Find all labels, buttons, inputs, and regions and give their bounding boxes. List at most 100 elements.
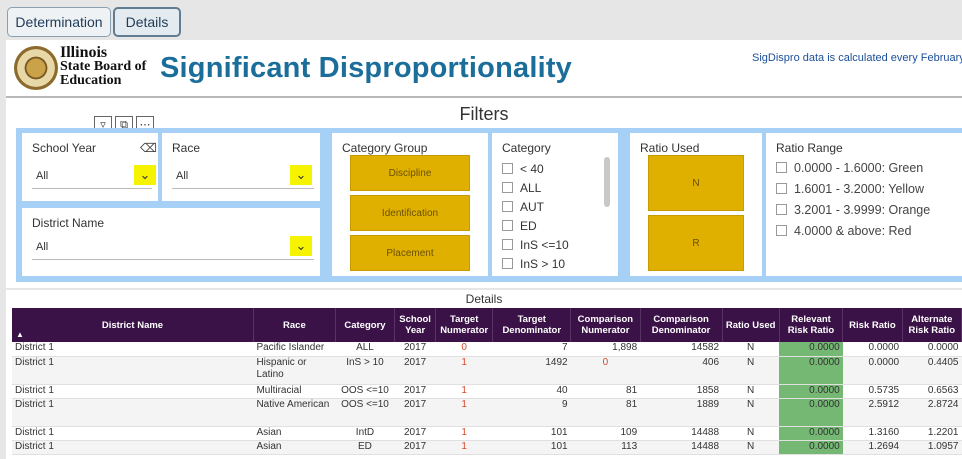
column-header[interactable]: School Year	[394, 308, 437, 342]
table-cell: N	[722, 342, 780, 357]
column-header[interactable]: Comparison Numerator	[570, 308, 641, 342]
column-header[interactable]: Ratio Used	[722, 308, 780, 342]
ratio-range-option[interactable]: 1.6001 - 3.2000: Yellow	[776, 178, 930, 199]
table-row[interactable]: District 1 Pacific Islander ALL 2017 0 7 1,898…	[12, 342, 962, 357]
table-cell: 1	[435, 356, 493, 385]
school-year-value: All	[36, 170, 49, 182]
race-dropdown[interactable]: All ⌄	[172, 163, 314, 189]
checkbox[interactable]	[776, 204, 787, 215]
category-scrollbar[interactable]	[604, 157, 610, 207]
table-cell: District 1	[12, 384, 254, 399]
table-body: District 1 Pacific Islander ALL 2017 0 7 1,898…	[12, 342, 962, 455]
district-name-label: District Name	[32, 216, 105, 230]
column-header[interactable]: Risk Ratio	[842, 308, 903, 342]
ratio-n-button[interactable]: N	[648, 155, 744, 211]
chevron-down-icon[interactable]: ⌄	[290, 165, 312, 185]
chevron-down-icon[interactable]: ⌄	[134, 165, 156, 185]
table-cell: 1.2694	[842, 440, 903, 455]
checkbox[interactable]	[502, 258, 513, 269]
checkbox[interactable]	[776, 183, 787, 194]
table-cell: 0.0000	[779, 440, 843, 455]
ratio-r-button[interactable]: R	[648, 215, 744, 271]
table-row[interactable]: District 1 Hispanic or Latino InS > 10 2017…	[12, 356, 962, 385]
table-cell: 2.5912	[842, 398, 903, 427]
category-option[interactable]: < 40	[502, 159, 569, 178]
slicer-frame: School Year ⌫ All ⌄ Race All ⌄ District …	[16, 128, 962, 282]
table-cell: 9	[492, 398, 571, 427]
ratio-range-option-label: 0.0000 - 1.6000: Green	[794, 160, 924, 175]
column-header[interactable]: Relevant Risk Ratio	[779, 308, 844, 342]
ratio-range-option[interactable]: 0.0000 - 1.6000: Green	[776, 157, 930, 178]
category-option[interactable]: ALL	[502, 178, 569, 197]
category-slicer: Category < 40 ALL AUT ED InS <=10 InS > …	[492, 133, 618, 276]
ratio-range-option[interactable]: 3.2001 - 3.9999: Orange	[776, 199, 930, 220]
category-option[interactable]: InS <=10	[502, 235, 569, 254]
checkbox[interactable]	[502, 220, 513, 231]
sort-ascending-icon[interactable]: ▲	[16, 330, 24, 339]
table-row[interactable]: District 1 Native American OOS <=10 2017 1 9 8…	[12, 398, 962, 427]
table-cell: 1858	[640, 384, 723, 399]
table-cell: N	[722, 440, 780, 455]
ratio-range-option[interactable]: 4.0000 & above: Red	[776, 220, 930, 241]
calculation-note: SigDispro data is calculated every Febru…	[752, 52, 962, 64]
category-option[interactable]: AUT	[502, 197, 569, 216]
table-cell: 0.5735	[842, 384, 903, 399]
district-name-dropdown[interactable]: All ⌄	[32, 234, 314, 260]
table-cell: 2017	[394, 426, 436, 441]
category-option[interactable]: InS > 10	[502, 254, 569, 273]
table-cell: 0.0000	[779, 384, 843, 399]
table-cell: 0.0000	[779, 398, 843, 427]
district-name-value: All	[36, 241, 49, 253]
checkbox[interactable]	[502, 163, 513, 174]
table-cell: 0	[435, 342, 493, 357]
column-header[interactable]: Comparison Denominator	[640, 308, 723, 342]
table-cell: 2017	[394, 440, 436, 455]
tab-details[interactable]: Details	[113, 7, 181, 37]
school-year-dropdown[interactable]: All ⌄	[32, 163, 156, 189]
checkbox[interactable]	[502, 201, 513, 212]
placement-button[interactable]: Placement	[350, 235, 470, 271]
checkbox[interactable]	[502, 182, 513, 193]
table-cell: District 1	[12, 440, 254, 455]
table-cell: 109	[570, 426, 641, 441]
table-cell: 0.0000	[779, 426, 843, 441]
table-cell: InS > 10	[335, 356, 395, 385]
logo-line-3: Education	[60, 73, 122, 88]
table-row[interactable]: District 1 Asian IntD 2017 1 101 109 14488 N 0.00…	[12, 426, 962, 441]
column-header[interactable]: Target Numerator	[435, 308, 494, 342]
table-cell: 1.0957	[902, 440, 962, 455]
column-header[interactable]: District Name ▲	[12, 308, 254, 342]
district-name-slicer: District Name All ⌄	[22, 208, 320, 276]
checkbox[interactable]	[776, 225, 787, 236]
table-cell: 0.0000	[842, 342, 903, 357]
checkbox[interactable]	[502, 239, 513, 250]
report-header: Illinois State Board of Education Signif…	[6, 40, 962, 96]
category-option-label: InS > 10	[520, 256, 566, 271]
table-row[interactable]: District 1 Multiracial OOS <=10 2017 1 40 81 18…	[12, 384, 962, 399]
table-cell: 0.0000	[842, 356, 903, 385]
category-option[interactable]: ED	[502, 216, 569, 235]
checkbox[interactable]	[776, 162, 787, 173]
table-cell: 1	[435, 426, 493, 441]
identification-button[interactable]: Identification	[350, 195, 470, 231]
column-header[interactable]: Alternate Risk Ratio	[902, 308, 962, 342]
table-cell: ALL	[335, 342, 395, 357]
chevron-down-icon[interactable]: ⌄	[290, 236, 312, 256]
category-option-label: ALL	[520, 180, 542, 195]
discipline-button[interactable]: Discipline	[350, 155, 470, 191]
table-cell: 101	[492, 426, 571, 441]
table-cell: 1.3160	[842, 426, 903, 441]
column-header[interactable]: Category	[335, 308, 396, 342]
eraser-icon[interactable]: ⌫	[140, 141, 157, 155]
column-header[interactable]: Race	[253, 308, 336, 342]
table-cell: 2.8724	[902, 398, 962, 427]
column-header[interactable]: Target Denominator	[492, 308, 572, 342]
tab-determination[interactable]: Determination	[7, 7, 111, 37]
table-cell: Hispanic or Latino	[253, 356, 336, 385]
table-row[interactable]: District 1 Asian ED 2017 1 101 113 14488 N 0.0000…	[12, 440, 962, 455]
table-cell: 0.4405	[902, 356, 962, 385]
table-cell: 0	[570, 356, 641, 385]
category-group-label: Category Group	[342, 141, 428, 155]
table-cell: N	[722, 398, 780, 427]
table-cell: IntD	[335, 426, 395, 441]
